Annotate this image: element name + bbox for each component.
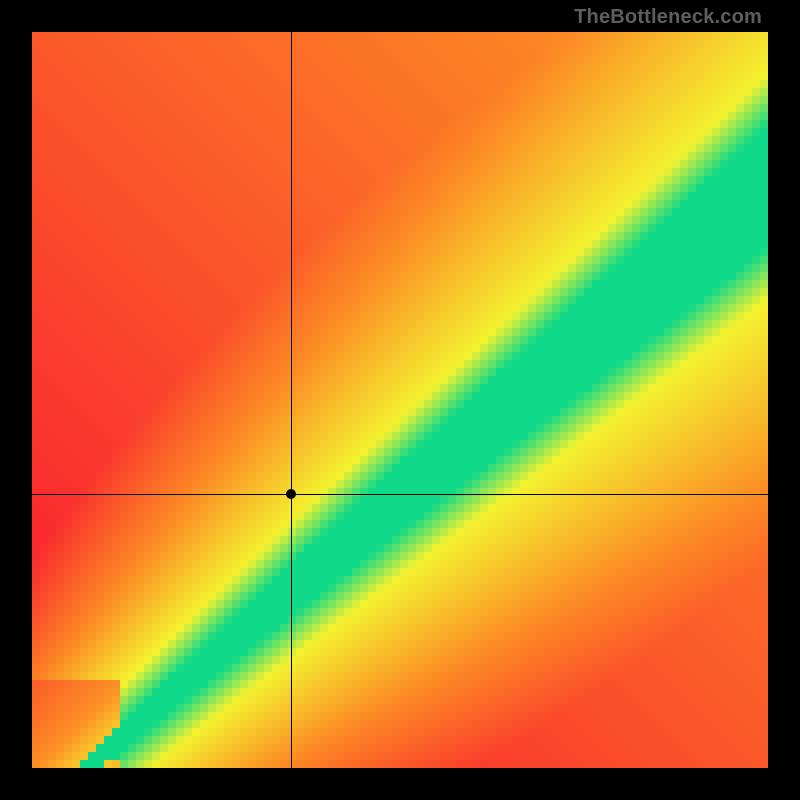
outer-frame: TheBottleneck.com [0,0,800,800]
crosshair-vertical [291,32,292,768]
crosshair-horizontal [32,494,768,495]
heatmap-canvas [32,32,768,768]
plot-area [32,32,768,768]
watermark-text: TheBottleneck.com [574,6,762,29]
crosshair-marker [286,489,296,499]
